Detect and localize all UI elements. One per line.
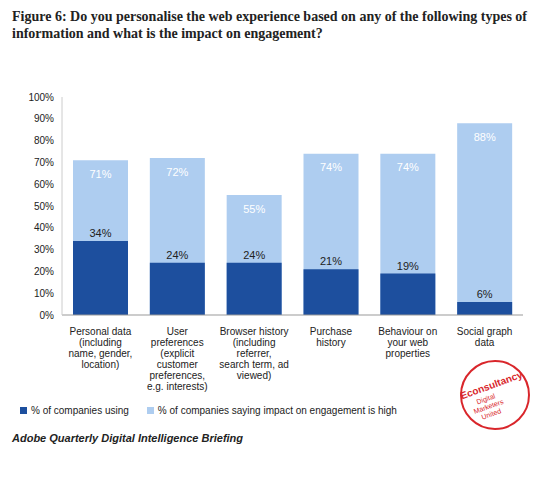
svg-text:Digital: Digital	[475, 392, 497, 406]
svg-text:70%: 70%	[34, 157, 54, 168]
svg-text:Userpreferences(explicitcustom: Userpreferences(explicitcustomerpreferen…	[147, 326, 208, 392]
svg-text:20%: 20%	[34, 266, 54, 277]
svg-text:72%: 72%	[166, 166, 188, 178]
svg-text:Social graphdata: Social graphdata	[457, 326, 513, 348]
svg-text:24%: 24%	[243, 249, 265, 261]
svg-text:88%: 88%	[474, 131, 496, 143]
svg-text:Econsultancy: Econsultancy	[459, 368, 524, 402]
svg-text:40%: 40%	[34, 222, 54, 233]
svg-text:100%: 100%	[28, 92, 54, 103]
svg-text:19%: 19%	[397, 260, 419, 272]
svg-text:Behaviour onyour webproperties: Behaviour onyour webproperties	[378, 326, 437, 359]
svg-text:34%: 34%	[89, 227, 111, 239]
svg-text:6%: 6%	[477, 288, 493, 300]
svg-text:10%: 10%	[34, 288, 54, 299]
svg-text:21%: 21%	[320, 255, 342, 267]
svg-text:24%: 24%	[166, 249, 188, 261]
svg-text:Marketers: Marketers	[472, 397, 505, 415]
svg-text:0%: 0%	[40, 310, 55, 321]
html-text:% of companies using: % of companies using	[31, 405, 129, 416]
svg-text:Browser history(includingrefer: Browser history(includingreferrer,search…	[219, 326, 288, 381]
svg-text:United: United	[481, 407, 503, 421]
svg-text:Purchasehistory: Purchasehistory	[310, 326, 353, 348]
html-text:% of companies saying impact o: % of companies saying impact on engageme…	[157, 405, 397, 416]
svg-text:90%: 90%	[34, 113, 54, 124]
svg-text:71%: 71%	[89, 168, 111, 180]
svg-text:Personal data(includingname, g: Personal data(includingname, gender,loca…	[68, 326, 132, 370]
svg-text:74%: 74%	[320, 161, 342, 173]
html-text:Figure 6: Do you personalise t: Figure 6: Do you personalise the web exp…	[12, 9, 527, 41]
svg-text:74%: 74%	[397, 161, 419, 173]
svg-text:50%: 50%	[34, 201, 54, 212]
html-text:Adobe Quarterly Digital Intell: Adobe Quarterly Digital Intelligence Bri…	[12, 432, 243, 444]
svg-text:30%: 30%	[34, 244, 54, 255]
svg-text:60%: 60%	[34, 179, 54, 190]
svg-text:80%: 80%	[34, 135, 54, 146]
svg-text:55%: 55%	[243, 203, 265, 215]
